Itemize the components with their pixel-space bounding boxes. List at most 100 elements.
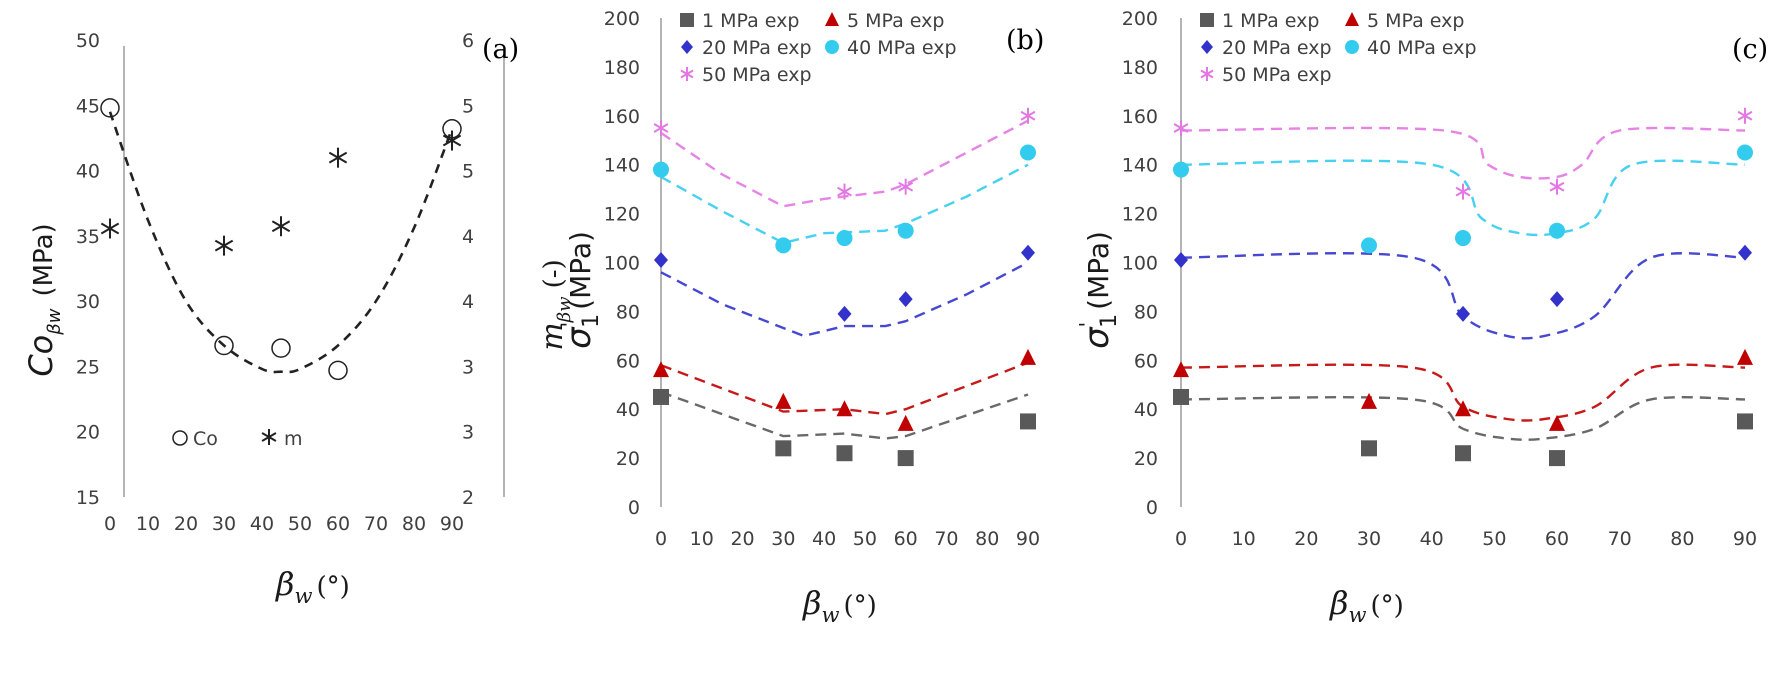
co-point <box>328 360 348 381</box>
data-point <box>1549 450 1565 467</box>
left-tick-label: 25 <box>76 356 100 378</box>
data-point <box>1173 161 1189 178</box>
y-tick-label: 200 <box>1122 8 1158 30</box>
m-point <box>214 235 234 256</box>
right-tick-label: 2 <box>462 487 474 509</box>
panel-a-label: (a) <box>482 34 519 65</box>
data-point <box>1550 291 1564 308</box>
legend-m-glyph <box>261 429 277 445</box>
legend-marker <box>1345 40 1359 54</box>
legend-marker <box>825 40 839 54</box>
co-point <box>271 338 291 358</box>
y-tick-label: 80 <box>1134 301 1158 323</box>
x-tick-label: 40 <box>250 513 274 535</box>
legend-marker-stroke <box>680 69 694 79</box>
right-tick-label: 5 <box>462 161 474 183</box>
right-tick-label: 4 <box>462 291 474 313</box>
panel-b-x-axis-title: βw (°) <box>802 584 877 627</box>
data-point <box>775 440 792 457</box>
x-tick-label: 90 <box>1733 528 1757 550</box>
data-point <box>1455 445 1471 462</box>
x-tick-label: 70 <box>364 513 388 535</box>
left-tick-label: 20 <box>76 422 100 444</box>
panel-a-x-ticks: 0 10 20 30 40 50 60 70 80 90 <box>104 513 464 535</box>
y-tick-label: 40 <box>1134 399 1158 421</box>
data-point <box>1455 230 1471 247</box>
x-tick-label: 80 <box>1670 528 1694 550</box>
fit-line <box>1180 363 1746 422</box>
data-point <box>1455 183 1471 200</box>
panel-a-legend: Co m <box>172 428 303 450</box>
data-point <box>1020 107 1036 124</box>
x-tick-label: 30 <box>771 528 795 550</box>
data-point <box>1173 120 1189 137</box>
fit-line <box>660 361 1029 416</box>
data-point <box>1361 392 1377 409</box>
legend-label: 50 MPa exp <box>1222 64 1332 86</box>
legend-m-label: m <box>284 428 303 450</box>
panel-b: (b) 0 10 20 30 40 50 60 70 80 90 0 20 40 60 80 100 120 1… <box>557 8 1044 627</box>
panel-b-x-ticks: 0 10 20 30 40 50 60 70 80 90 <box>655 528 1040 550</box>
legend-label: 1 MPa exp <box>1222 10 1319 32</box>
legend-m-marker <box>261 429 277 445</box>
y-tick-label: 180 <box>1122 57 1158 79</box>
data-point <box>1021 244 1035 261</box>
data-point <box>1456 305 1470 322</box>
x-tick-label: 0 <box>655 528 667 550</box>
y-tick-label: 0 <box>628 497 640 519</box>
x-tick-label: 40 <box>812 528 836 550</box>
panel-b-marks <box>653 107 1036 467</box>
x-tick-label: 20 <box>730 528 754 550</box>
data-point <box>1173 361 1189 378</box>
legend-label: 5 MPa exp <box>847 10 944 32</box>
data-point <box>654 252 668 269</box>
data-point <box>1737 413 1753 430</box>
panel-b-fit-group <box>660 119 1029 440</box>
co-point <box>214 335 234 356</box>
legend-marker <box>680 13 694 27</box>
legend-label: 20 MPa exp <box>1222 37 1332 59</box>
fit-line <box>660 390 1029 440</box>
co-fit-line <box>108 111 454 374</box>
m-point-stroke <box>100 222 120 235</box>
x-tick-label: 20 <box>1294 528 1318 550</box>
y-tick-label: 120 <box>604 204 640 226</box>
y-tick-label: 20 <box>616 448 640 470</box>
panel-c-marks <box>1173 107 1753 467</box>
m-point <box>442 130 462 151</box>
y-tick-label: 100 <box>604 253 640 275</box>
right-tick-label: 4 <box>462 226 474 248</box>
data-point <box>836 445 853 462</box>
y-tick-label: 20 <box>1134 448 1158 470</box>
panel-b-y-ticks: 0 20 40 60 80 100 120 140 160 180 200 <box>604 8 640 519</box>
left-tick-label: 30 <box>76 291 100 313</box>
panel-a-fit-group <box>108 111 454 374</box>
data-point-stroke <box>1455 186 1471 197</box>
m-point-stroke <box>214 239 234 252</box>
fit-line <box>660 163 1029 245</box>
x-tick-label: 10 <box>136 513 160 535</box>
panel-c-x-axis-title: βw (°) <box>1329 584 1404 627</box>
data-point <box>1173 388 1189 405</box>
y-tick-label: 160 <box>1122 106 1158 128</box>
left-tick-label: 35 <box>76 226 100 248</box>
panel-a-x-axis-title: βw (°) <box>275 565 350 608</box>
x-tick-label: 70 <box>934 528 958 550</box>
legend-co-label: Co <box>193 428 218 450</box>
data-point-stroke <box>898 181 914 192</box>
legend-label: 40 MPa exp <box>1367 37 1477 59</box>
x-tick-label: 10 <box>690 528 714 550</box>
y-tick-label: 0 <box>1146 497 1158 519</box>
data-point <box>897 450 914 467</box>
data-point <box>1020 144 1036 161</box>
fit-line <box>660 261 1029 338</box>
data-point <box>1549 222 1565 239</box>
data-point <box>775 237 792 254</box>
data-point <box>1737 348 1753 365</box>
data-point <box>653 361 669 378</box>
data-point <box>836 230 853 247</box>
panel-a: (a) 0 10 20 30 40 50 60 70 80 90 1520253035404550… <box>22 30 575 608</box>
y-tick-label: 40 <box>616 399 640 421</box>
y-tick-label: 140 <box>1122 155 1158 177</box>
data-point <box>1174 252 1188 269</box>
